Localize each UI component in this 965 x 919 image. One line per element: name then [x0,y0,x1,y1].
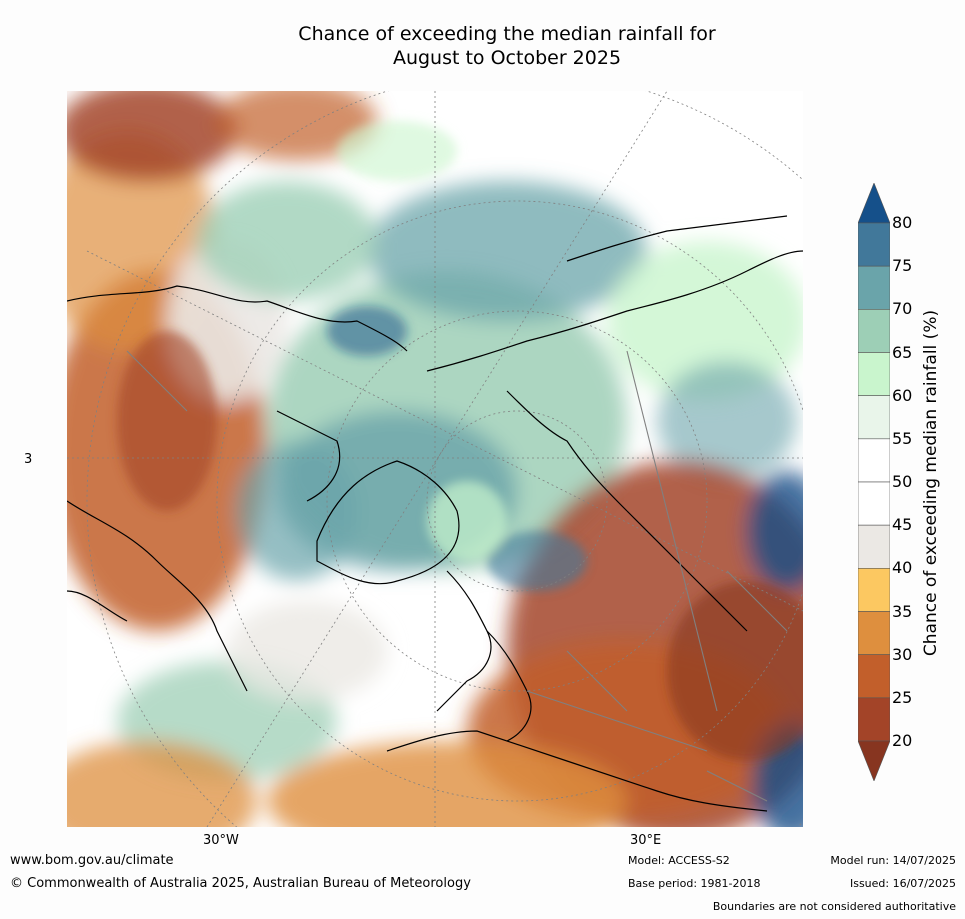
colorbar-tick-label: 40 [892,558,913,578]
colorbar-bin [858,265,890,310]
colorbar-bin [858,654,890,699]
boundary-disclaimer: Boundaries are not considered authoritat… [712,900,956,913]
colorbar-bin [858,740,890,781]
graticule [67,91,803,827]
title-line-1: Chance of exceeding the median rainfall … [298,23,716,45]
rainfall-map [67,91,803,827]
issued-date: Issued: 16/07/2025 [849,877,956,890]
model-name: Model: ACCESS-S2 [628,854,730,867]
coastlines [67,215,803,812]
copyright-notice: © Commonwealth of Australia 2025, Austra… [10,876,471,891]
colorbar-label: Chance of exceeding median rainfall (%) [921,309,941,657]
colorbar-bin [858,524,890,569]
model-run-date: Model run: 14/07/2025 [830,854,956,867]
colorbar-tick-label: 50 [892,472,913,491]
lon-label-30e: 30°E [630,833,662,848]
colorbar-tick-label: 70 [892,299,913,319]
rainfall-field-detail [117,121,803,761]
colorbar-bin [858,697,890,742]
colorbar-bin [858,309,890,353]
lon-label-30w: 30°W [203,833,239,848]
colorbar-bin [858,438,890,483]
country-borders [126,350,788,802]
colorbar-bin [858,395,890,440]
colorbar-bin [858,568,890,612]
colorbar-tick-label: 65 [892,342,913,362]
colorbar-bin [858,481,890,526]
colorbar-bin [858,352,890,396]
colorbar-bin [858,611,890,655]
title-line-2: August to October 2025 [392,47,622,69]
bom-url: www.bom.gov.au/climate [10,853,174,868]
colorbar-tick-label: 35 [892,601,913,621]
colorbar-tick-label: 55 [892,428,913,448]
lat-label-30n: 3 [24,452,33,467]
rainfall-field [67,91,803,827]
colorbar-bin [858,183,890,224]
colorbar-tick-label: 20 [892,731,913,750]
colorbar-bin [858,222,890,267]
colorbar-tick-label: 45 [892,515,913,535]
colorbar-tick-label: 80 [892,213,913,232]
colorbar [858,183,890,781]
chart-title: Chance of exceeding the median rainfall … [200,22,814,70]
map-svg [67,91,803,827]
colorbar-tick-label: 25 [892,687,913,707]
colorbar-tick-label: 60 [892,385,913,405]
base-period: Base period: 1981-2018 [628,877,761,890]
colorbar-tick-label: 30 [892,644,913,664]
colorbar-tick-label: 75 [892,256,913,276]
